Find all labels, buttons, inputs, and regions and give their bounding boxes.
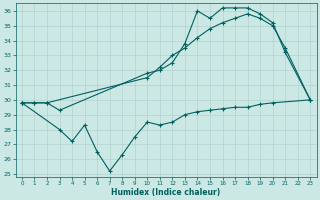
X-axis label: Humidex (Indice chaleur): Humidex (Indice chaleur) bbox=[111, 188, 221, 197]
